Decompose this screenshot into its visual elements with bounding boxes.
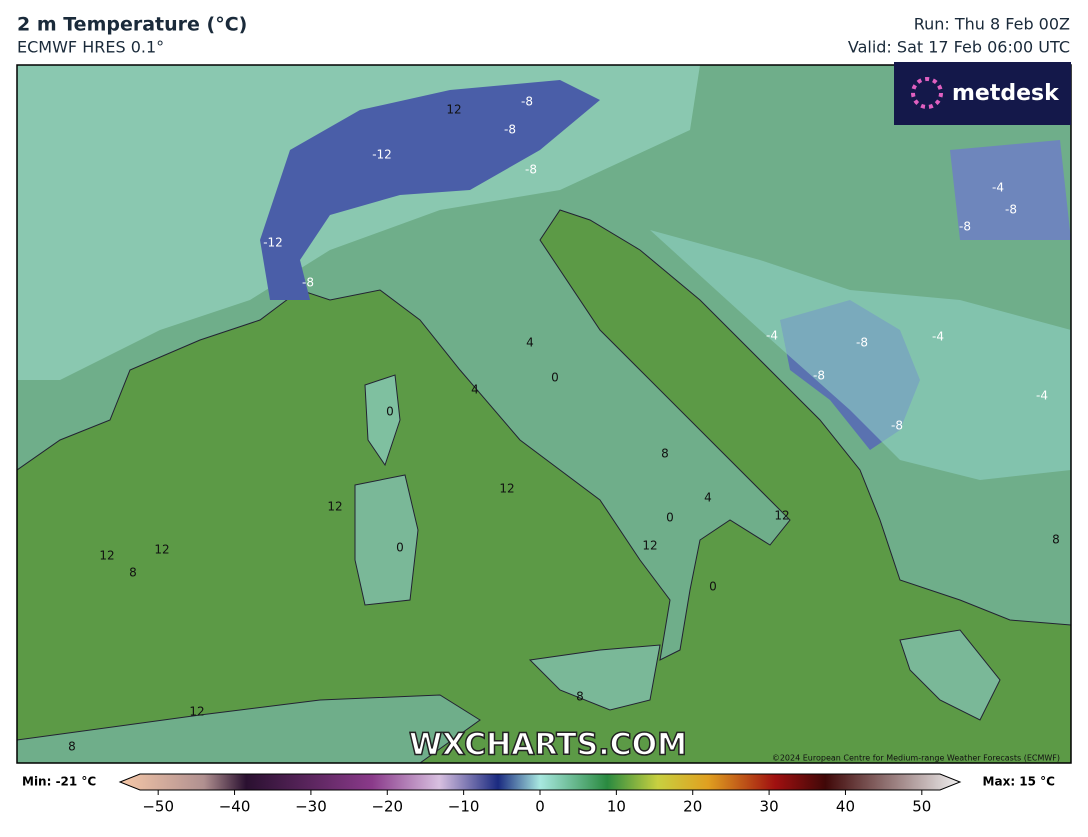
contour-label: 8 (129, 566, 137, 580)
colorbar-tick-label: 40 (836, 798, 855, 816)
east-cold (950, 140, 1071, 240)
contour-label: 12 (642, 539, 657, 553)
contour-label: -4 (992, 181, 1004, 195)
contour-label: 0 (551, 371, 559, 385)
colorbar-tick-label: −30 (295, 798, 327, 816)
contour-label: 0 (396, 541, 404, 555)
contour-label: 12 (446, 103, 461, 117)
colorbar-tick-label: −10 (448, 798, 480, 816)
contour-label: -4 (1036, 389, 1048, 403)
contour-label: 12 (499, 482, 514, 496)
alps-cold (260, 80, 600, 300)
contour-label: 8 (1052, 533, 1060, 547)
contour-label: -8 (959, 220, 971, 234)
colorbar (118, 773, 962, 791)
colorbar-tick-label: 10 (607, 798, 626, 816)
sicily (528, 644, 661, 711)
valid-time: Valid: Sat 17 Feb 06:00 UTC (848, 38, 1070, 57)
contour-label: 12 (154, 543, 169, 557)
colorbar-tick-label: −40 (219, 798, 251, 816)
contour-label: 8 (68, 740, 76, 754)
contour-label: -12 (263, 236, 283, 250)
contour-label: 0 (386, 405, 394, 419)
watermark: WXCHARTS.COM (409, 728, 687, 763)
colorbar-tick-label: −50 (142, 798, 174, 816)
coast-cold (650, 230, 1071, 480)
contour-label: -12 (372, 148, 392, 162)
min-label: Min: -21 °C (22, 775, 96, 789)
map: 12 -8 -8 -8 -12 -12 -8 -8 -8 -8 -8 -8 8 12 12 12 12 12 12 1… (17, 65, 1071, 763)
contour-label: -8 (856, 336, 868, 350)
contour-label: 4 (526, 336, 534, 350)
contour-label: 4 (704, 491, 712, 505)
sardinia (354, 474, 419, 606)
contour-label: 12 (189, 705, 204, 719)
logo-box (894, 62, 1071, 125)
contour-label: 12 (327, 500, 342, 514)
contour-label: -4 (932, 330, 944, 344)
corsica (364, 374, 401, 467)
run-time: Run: Thu 8 Feb 00Z (914, 15, 1070, 34)
logo-icon (911, 77, 943, 109)
contour-label: 12 (774, 509, 789, 523)
contour-label: 8 (661, 447, 669, 461)
contour-label: -8 (813, 369, 825, 383)
copyright: ©2024 European Centre for Medium-range W… (772, 754, 1060, 763)
contour-label: -8 (302, 276, 314, 290)
colorbar-tick-label: −20 (371, 798, 403, 816)
map-frame (16, 64, 1072, 764)
contour-label: -8 (1005, 203, 1017, 217)
contour-label: -8 (504, 123, 516, 137)
contour-label: -8 (891, 419, 903, 433)
contour-label: 0 (709, 580, 717, 594)
colorbar-tick-label: 50 (912, 798, 931, 816)
colorbar-tick-label: 20 (683, 798, 702, 816)
colorbar-tick-label: 0 (535, 798, 545, 816)
contour-label: -4 (766, 329, 778, 343)
colorbar-tick-label: 30 (760, 798, 779, 816)
contour-label: 4 (471, 383, 479, 397)
africa (17, 694, 481, 763)
contour-label: 8 (576, 690, 584, 704)
max-label: Max: 15 °C (983, 775, 1056, 789)
contour-label: -8 (521, 95, 533, 109)
contour-label: 12 (99, 549, 114, 563)
peloponnese (899, 629, 1001, 721)
contour-label: -8 (525, 163, 537, 177)
subtitle: ECMWF HRES 0.1° (17, 38, 164, 57)
logo: metdesk (952, 81, 1060, 106)
contour-label: 0 (666, 511, 674, 525)
title: 2 m Temperature (°C) (17, 14, 247, 36)
